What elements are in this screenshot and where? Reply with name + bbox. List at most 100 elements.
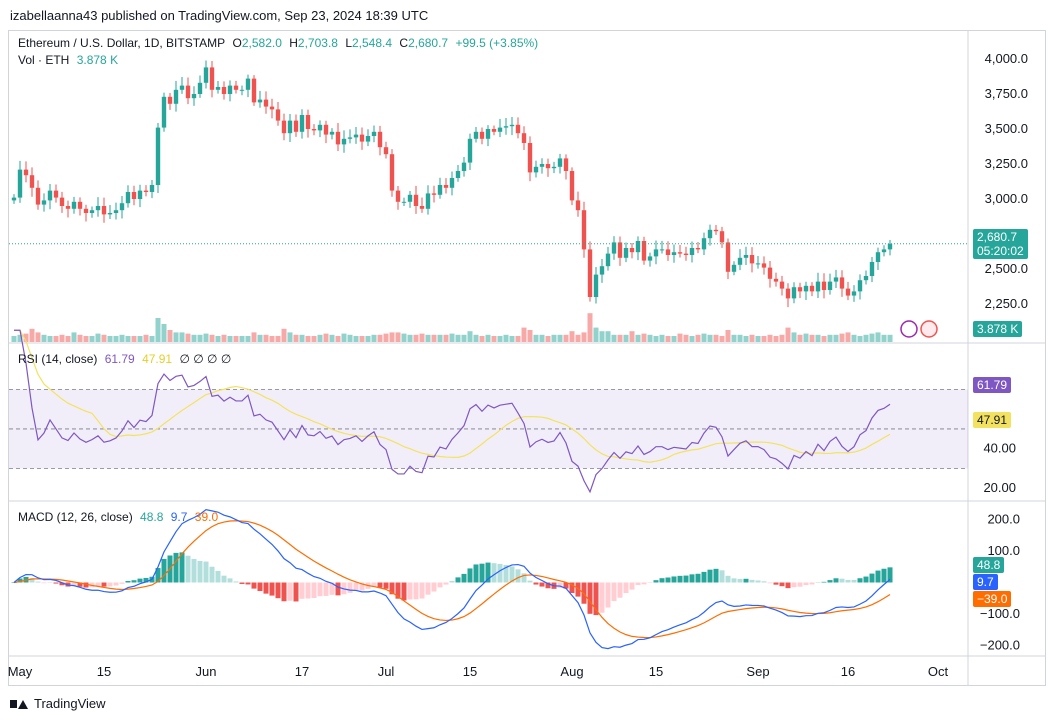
candle-body — [239, 89, 245, 91]
volume-bar — [647, 334, 653, 342]
macd-histogram-bar — [335, 582, 341, 596]
macd-histogram-bar — [191, 558, 197, 583]
candle-body — [401, 201, 407, 203]
price-tick: 3,250.0 — [985, 156, 1028, 171]
macd-histogram-bar — [257, 582, 263, 592]
candle-body — [161, 96, 167, 128]
macd-histogram-bar — [653, 580, 659, 583]
volume-bar — [71, 332, 77, 342]
volume-bar — [815, 334, 821, 342]
x-tick: May — [8, 664, 33, 679]
macd-histogram-bar — [395, 582, 401, 599]
macd-histogram-bar — [749, 579, 755, 583]
candle-body — [647, 256, 653, 261]
volume-bar — [95, 333, 101, 342]
price-tick: 3,500.0 — [985, 121, 1028, 136]
candle-body — [863, 276, 869, 281]
price-tag: 2,680.7 05:20:02 — [973, 229, 1028, 259]
macd-histogram-bar — [467, 568, 473, 583]
macd-histogram-bar — [779, 582, 785, 587]
macd-histogram-bar — [317, 582, 323, 597]
volume-bar — [821, 336, 827, 342]
macd-histogram-bar — [305, 582, 311, 599]
macd-histogram-bar — [851, 579, 857, 583]
macd-histogram-bar — [11, 582, 17, 583]
macd-histogram-bar — [353, 582, 359, 592]
candle-body — [191, 94, 197, 99]
volume-bar — [839, 333, 845, 342]
volume-bar — [11, 336, 17, 342]
macd-histogram-bar — [575, 582, 581, 597]
candle-body — [143, 190, 149, 192]
macd-signal-line — [13, 520, 891, 639]
macd-label: MACD (12, 26, close) — [18, 510, 133, 524]
volume-bar — [461, 334, 467, 342]
volume-bar — [473, 334, 479, 342]
macd-histogram-bar — [737, 578, 743, 583]
candle-body — [293, 120, 299, 132]
macd-histogram-bar — [755, 580, 761, 583]
macd-histogram-bar — [239, 582, 245, 584]
volume-bar — [803, 333, 809, 342]
macd-histogram-bar — [389, 582, 395, 595]
candle-body — [59, 197, 65, 206]
volume-bar — [629, 331, 635, 342]
volume-bar — [311, 336, 317, 342]
volume-bar — [443, 334, 449, 342]
candle-body — [17, 169, 23, 198]
macd-histogram-bar — [809, 582, 815, 585]
macd-histogram-bar — [347, 582, 353, 593]
volume-bar — [227, 336, 233, 342]
macd-histogram-bar — [293, 582, 299, 602]
volume-bar — [431, 334, 437, 342]
macd-histogram-bar — [509, 566, 515, 583]
rsi-ma-value: 47.91 — [142, 352, 173, 366]
candle-body — [461, 162, 467, 171]
candle-body — [719, 231, 725, 243]
macd-histogram-bar — [269, 582, 275, 596]
candle-body — [197, 82, 203, 94]
volume-bar — [689, 336, 695, 342]
macd-histogram-bar — [59, 582, 65, 586]
candle-body — [407, 194, 413, 202]
candle-body — [689, 248, 695, 255]
macd-histogram-bar — [719, 570, 725, 583]
candle-body — [707, 229, 713, 239]
candle-body — [455, 171, 461, 178]
candle-body — [203, 67, 209, 83]
volume-bar — [251, 332, 257, 342]
candle-body — [527, 143, 533, 173]
candle-body — [413, 194, 419, 206]
candle-body — [383, 147, 389, 155]
candle-body — [173, 89, 179, 104]
candle-body — [317, 124, 323, 131]
volume-bar — [749, 334, 755, 342]
candle-body — [449, 178, 455, 188]
event-lightning-icon — [900, 320, 918, 338]
volume-bar — [47, 336, 53, 342]
macd-histogram-bar — [731, 578, 737, 583]
volume-bar — [857, 336, 863, 342]
volume-bar — [713, 334, 719, 342]
volume-bar — [851, 334, 857, 342]
volume-bar — [467, 331, 473, 342]
candle-body — [605, 253, 611, 267]
macd-signal-tag: −39.0 — [973, 591, 1012, 607]
candle-body — [365, 136, 371, 142]
candle-body — [749, 255, 755, 264]
candle-body — [695, 248, 701, 250]
macd-histogram-bar — [539, 582, 545, 587]
candle-body — [599, 266, 605, 275]
macd-histogram-bar — [215, 570, 221, 583]
volume-bar — [653, 336, 659, 342]
macd-histogram-bar — [527, 580, 533, 583]
close-value: 2,680.7 — [408, 36, 449, 50]
macd-histogram-bar — [251, 582, 257, 589]
macd-histogram-bar — [887, 567, 893, 583]
volume-bar — [179, 332, 185, 342]
macd-histogram-bar — [83, 582, 89, 588]
volume-bar — [599, 331, 605, 342]
volume-bar — [497, 336, 503, 342]
candle-body — [347, 137, 353, 139]
